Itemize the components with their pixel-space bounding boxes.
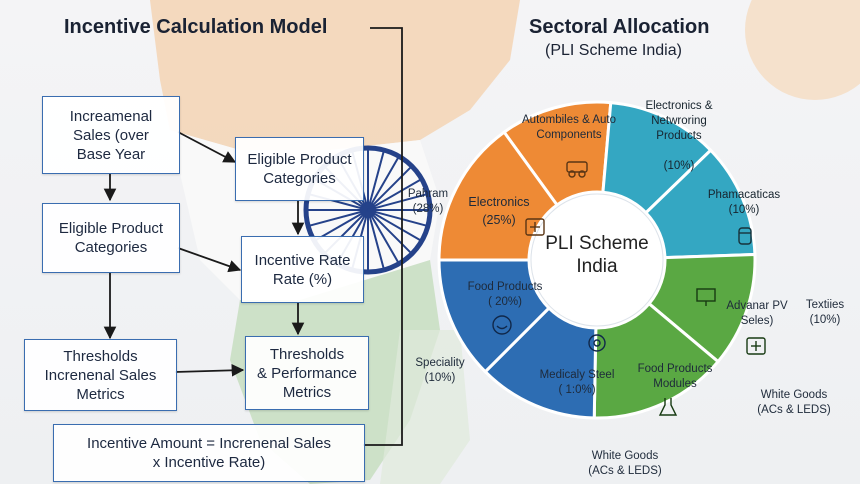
segment-food-modules-label: Food Products Modules: [637, 363, 713, 390]
incentive-rate-box: Incentive Rate Rate (%): [241, 236, 364, 303]
flag-saffron-circle: [745, 0, 860, 100]
incentive-rate-label: Incentive Rate Rate (%): [254, 251, 351, 288]
thresholds-performance-box: Thresholds & Performance Metrics: [245, 336, 369, 410]
thresholds-sales-box: Thresholds Increnenal Sales Metrics: [24, 339, 177, 411]
segment-automobiles-label: Autombiles & Auto Components: [522, 114, 616, 141]
segment-pharma-label: Phamacaticas (10%): [707, 189, 781, 216]
pli-scheme-subtitle: (PLI Scheme India): [545, 42, 682, 59]
incremental-sales-label: Increamenal Sales (over Base Year: [69, 107, 153, 163]
chakra-spoke: [307, 209, 369, 228]
label-textiles: Textiies (10%): [805, 299, 845, 326]
eligible-categories-left-label: Eligible Product Categories: [58, 220, 164, 256]
sectoral-allocation-title: Sectoral Allocation: [529, 16, 710, 38]
chakra-spoke: [313, 209, 369, 242]
segment-medical-steel-label: Medicaly Steel ( 1:0%): [539, 369, 615, 396]
eligible-categories-box-left: Eligible Product Categories: [42, 203, 180, 273]
segment-electronics-networking-label: Electronics & Netwroring Products (10%): [645, 100, 713, 172]
label-speciality: Speciality (10%): [415, 357, 465, 384]
thresholds-sales-label: Thresholds Increnenal Sales Metrics: [44, 347, 157, 403]
incentive-amount-formula: Incentive Amount = Increnenal Sales x In…: [87, 435, 331, 471]
donut-center-label: PLI Scheme India: [545, 233, 649, 277]
segment-electronics-label: Electronics (25%): [468, 195, 530, 227]
incentive-model-title: Incentive Calculation Model: [64, 16, 328, 38]
eligible-categories-box-right: Eligible Product Categories: [235, 137, 364, 201]
incentive-amount-formula-box: Incentive Amount = Increnenal Sales x In…: [53, 424, 365, 482]
segment-food-products-label: Food Products ( 20%): [467, 281, 543, 308]
map-saffron-region: [150, 0, 520, 150]
label-white-goods-bottom: White Goods (ACs & LEDS): [588, 450, 662, 477]
thresholds-performance-label: Thresholds & Performance Metrics: [256, 345, 358, 401]
label-pharam: Pahram (28%): [407, 188, 449, 215]
segment-advanced-pv-label: Advanar PV Seles): [726, 300, 788, 327]
label-white-goods-right: White Goods (ACs & LEDS): [757, 389, 831, 416]
eligible-categories-right-label: Eligible Product Categories: [247, 151, 352, 187]
incremental-sales-box: Increamenal Sales (over Base Year: [42, 96, 180, 174]
